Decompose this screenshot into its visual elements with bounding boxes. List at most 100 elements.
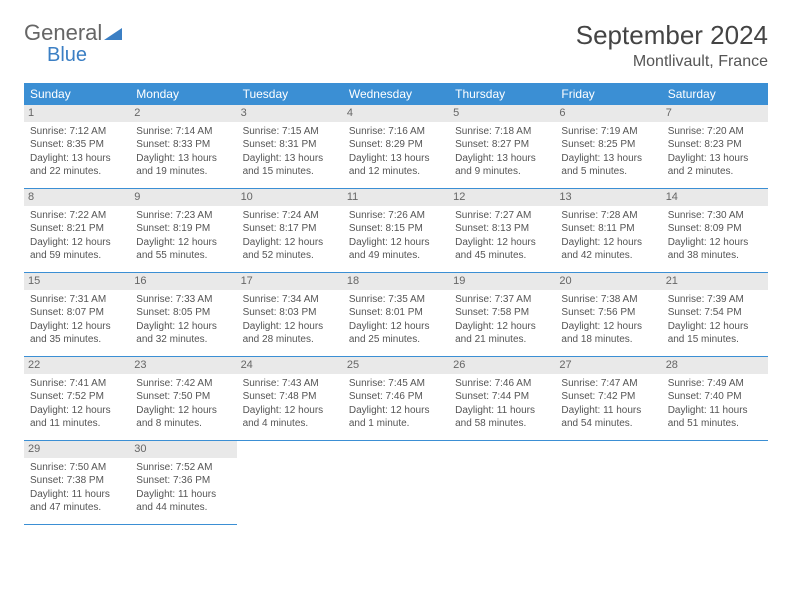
calendar-cell: 6Sunrise: 7:19 AMSunset: 8:25 PMDaylight…	[555, 105, 661, 189]
col-wednesday: Wednesday	[343, 83, 449, 105]
sunset-line: Sunset: 8:23 PM	[668, 138, 762, 152]
sunrise-line: Sunrise: 7:12 AM	[30, 125, 124, 139]
sunrise-line: Sunrise: 7:19 AM	[561, 125, 655, 139]
sunrise-line: Sunrise: 7:15 AM	[243, 125, 337, 139]
daylight-line: Daylight: 12 hours and 52 minutes.	[243, 236, 337, 263]
sunset-line: Sunset: 8:01 PM	[349, 306, 443, 320]
calendar-cell: 27Sunrise: 7:47 AMSunset: 7:42 PMDayligh…	[555, 357, 661, 441]
sunrise-line: Sunrise: 7:46 AM	[455, 377, 549, 391]
sunrise-line: Sunrise: 7:42 AM	[136, 377, 230, 391]
sunrise-line: Sunrise: 7:27 AM	[455, 209, 549, 223]
day-number: 2	[130, 105, 236, 122]
sunset-line: Sunset: 8:33 PM	[136, 138, 230, 152]
daylight-line: Daylight: 12 hours and 42 minutes.	[561, 236, 655, 263]
day-number: 17	[237, 273, 343, 290]
sunset-line: Sunset: 7:54 PM	[668, 306, 762, 320]
day-number: 8	[24, 189, 130, 206]
calendar-cell: 20Sunrise: 7:38 AMSunset: 7:56 PMDayligh…	[555, 273, 661, 357]
page-title: September 2024	[576, 20, 768, 51]
calendar-cell: 7Sunrise: 7:20 AMSunset: 8:23 PMDaylight…	[662, 105, 768, 189]
calendar-cell: 2Sunrise: 7:14 AMSunset: 8:33 PMDaylight…	[130, 105, 236, 189]
calendar-cell: 25Sunrise: 7:45 AMSunset: 7:46 PMDayligh…	[343, 357, 449, 441]
location-label: Montlivault, France	[576, 53, 768, 71]
calendar-row: 8Sunrise: 7:22 AMSunset: 8:21 PMDaylight…	[24, 189, 768, 273]
day-number: 1	[24, 105, 130, 122]
calendar-cell	[555, 441, 661, 525]
sunrise-line: Sunrise: 7:16 AM	[349, 125, 443, 139]
daylight-line: Daylight: 12 hours and 59 minutes.	[30, 236, 124, 263]
calendar-cell: 4Sunrise: 7:16 AMSunset: 8:29 PMDaylight…	[343, 105, 449, 189]
sunset-line: Sunset: 8:29 PM	[349, 138, 443, 152]
calendar-cell: 15Sunrise: 7:31 AMSunset: 8:07 PMDayligh…	[24, 273, 130, 357]
day-number: 25	[343, 357, 449, 374]
sunrise-line: Sunrise: 7:30 AM	[668, 209, 762, 223]
daylight-line: Daylight: 12 hours and 45 minutes.	[455, 236, 549, 263]
calendar-cell	[449, 441, 555, 525]
sunrise-line: Sunrise: 7:50 AM	[30, 461, 124, 475]
calendar-cell: 12Sunrise: 7:27 AMSunset: 8:13 PMDayligh…	[449, 189, 555, 273]
daylight-line: Daylight: 12 hours and 21 minutes.	[455, 320, 549, 347]
sunrise-line: Sunrise: 7:14 AM	[136, 125, 230, 139]
calendar-cell: 23Sunrise: 7:42 AMSunset: 7:50 PMDayligh…	[130, 357, 236, 441]
sunrise-line: Sunrise: 7:31 AM	[30, 293, 124, 307]
sunset-line: Sunset: 7:56 PM	[561, 306, 655, 320]
daylight-line: Daylight: 12 hours and 32 minutes.	[136, 320, 230, 347]
day-number: 30	[130, 441, 236, 458]
logo: General	[24, 20, 122, 46]
logo-text-1: General	[24, 20, 102, 46]
col-thursday: Thursday	[449, 83, 555, 105]
daylight-line: Daylight: 12 hours and 11 minutes.	[30, 404, 124, 431]
day-number: 20	[555, 273, 661, 290]
calendar-cell: 29Sunrise: 7:50 AMSunset: 7:38 PMDayligh…	[24, 441, 130, 525]
calendar-cell: 1Sunrise: 7:12 AMSunset: 8:35 PMDaylight…	[24, 105, 130, 189]
title-block: September 2024 Montlivault, France	[576, 20, 768, 71]
sunrise-line: Sunrise: 7:34 AM	[243, 293, 337, 307]
calendar-row: 15Sunrise: 7:31 AMSunset: 8:07 PMDayligh…	[24, 273, 768, 357]
sunrise-line: Sunrise: 7:39 AM	[668, 293, 762, 307]
day-number: 22	[24, 357, 130, 374]
daylight-line: Daylight: 12 hours and 49 minutes.	[349, 236, 443, 263]
day-number: 15	[24, 273, 130, 290]
weekday-header-row: Sunday Monday Tuesday Wednesday Thursday…	[24, 83, 768, 105]
daylight-line: Daylight: 11 hours and 44 minutes.	[136, 488, 230, 515]
col-tuesday: Tuesday	[237, 83, 343, 105]
sunrise-line: Sunrise: 7:47 AM	[561, 377, 655, 391]
sunrise-line: Sunrise: 7:23 AM	[136, 209, 230, 223]
calendar-cell: 19Sunrise: 7:37 AMSunset: 7:58 PMDayligh…	[449, 273, 555, 357]
day-number: 3	[237, 105, 343, 122]
sunrise-line: Sunrise: 7:52 AM	[136, 461, 230, 475]
sunset-line: Sunset: 8:17 PM	[243, 222, 337, 236]
calendar-cell: 5Sunrise: 7:18 AMSunset: 8:27 PMDaylight…	[449, 105, 555, 189]
sunrise-line: Sunrise: 7:20 AM	[668, 125, 762, 139]
daylight-line: Daylight: 13 hours and 12 minutes.	[349, 152, 443, 179]
calendar-row: 1Sunrise: 7:12 AMSunset: 8:35 PMDaylight…	[24, 105, 768, 189]
day-number: 24	[237, 357, 343, 374]
calendar-cell: 16Sunrise: 7:33 AMSunset: 8:05 PMDayligh…	[130, 273, 236, 357]
sunset-line: Sunset: 7:52 PM	[30, 390, 124, 404]
calendar-cell	[343, 441, 449, 525]
daylight-line: Daylight: 13 hours and 22 minutes.	[30, 152, 124, 179]
sunset-line: Sunset: 8:09 PM	[668, 222, 762, 236]
calendar-cell: 21Sunrise: 7:39 AMSunset: 7:54 PMDayligh…	[662, 273, 768, 357]
sunrise-line: Sunrise: 7:43 AM	[243, 377, 337, 391]
sunset-line: Sunset: 8:05 PM	[136, 306, 230, 320]
sunset-line: Sunset: 7:36 PM	[136, 474, 230, 488]
sunset-line: Sunset: 7:40 PM	[668, 390, 762, 404]
day-number: 26	[449, 357, 555, 374]
day-number: 9	[130, 189, 236, 206]
sunrise-line: Sunrise: 7:22 AM	[30, 209, 124, 223]
day-number: 21	[662, 273, 768, 290]
col-friday: Friday	[555, 83, 661, 105]
sunrise-line: Sunrise: 7:18 AM	[455, 125, 549, 139]
daylight-line: Daylight: 12 hours and 1 minute.	[349, 404, 443, 431]
sunset-line: Sunset: 7:42 PM	[561, 390, 655, 404]
calendar-row: 29Sunrise: 7:50 AMSunset: 7:38 PMDayligh…	[24, 441, 768, 525]
daylight-line: Daylight: 12 hours and 4 minutes.	[243, 404, 337, 431]
day-number: 18	[343, 273, 449, 290]
sunrise-line: Sunrise: 7:24 AM	[243, 209, 337, 223]
calendar-cell: 8Sunrise: 7:22 AMSunset: 8:21 PMDaylight…	[24, 189, 130, 273]
sunrise-line: Sunrise: 7:49 AM	[668, 377, 762, 391]
day-number: 10	[237, 189, 343, 206]
col-monday: Monday	[130, 83, 236, 105]
calendar-cell: 14Sunrise: 7:30 AMSunset: 8:09 PMDayligh…	[662, 189, 768, 273]
